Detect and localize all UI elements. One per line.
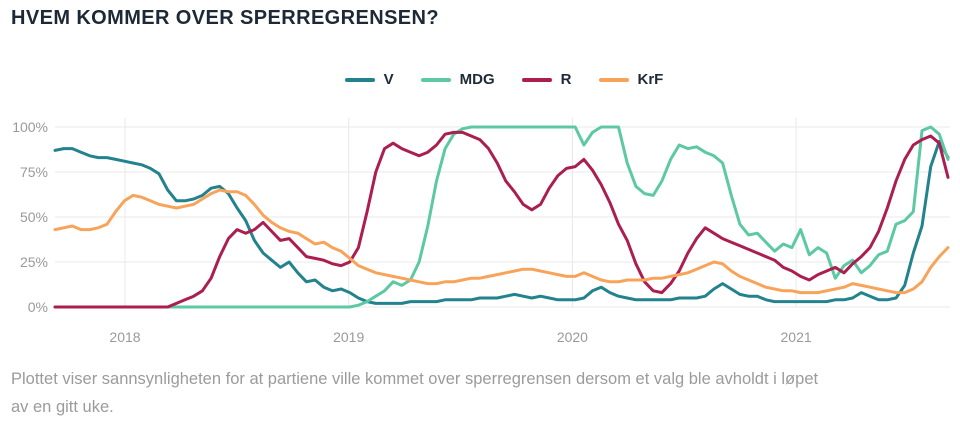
caption-line-1: Plottet viser sannsynligheten for at par…: [11, 370, 819, 388]
legend-label-mdg: MDG: [459, 71, 495, 88]
legend-label-krf: KrF: [637, 71, 664, 88]
svg-text:100%: 100%: [12, 119, 48, 135]
series-line-mdg: [53, 125, 950, 309]
chart-caption: Plottet viser sannsynligheten for at par…: [11, 365, 946, 421]
legend-swatch-krf: [598, 77, 629, 82]
chart-legend: V MDG R KrF: [0, 71, 960, 88]
legend-swatch-mdg: [420, 77, 451, 82]
svg-text:2021: 2021: [781, 329, 812, 345]
legend-label-r: R: [560, 71, 572, 88]
threshold-line-chart: 0% 25% 50% 75% 100% 2018 2019 2020 2021: [12, 118, 950, 345]
svg-text:2020: 2020: [557, 329, 588, 345]
legend-item-v[interactable]: V: [344, 71, 394, 88]
legend-swatch-v: [344, 77, 375, 82]
legend-item-mdg[interactable]: MDG: [420, 71, 495, 88]
svg-text:2019: 2019: [333, 329, 364, 345]
svg-text:0%: 0%: [28, 299, 48, 315]
series-line-r: [53, 130, 950, 309]
svg-text:25%: 25%: [20, 254, 48, 270]
svg-text:2018: 2018: [109, 329, 140, 345]
legend-label-v: V: [383, 71, 394, 88]
caption-line-2: av en gitt uke.: [11, 398, 114, 417]
svg-text:50%: 50%: [20, 209, 48, 225]
legend-item-r[interactable]: R: [521, 71, 572, 88]
series-line-krf: [53, 188, 950, 295]
legend-swatch-r: [521, 77, 552, 82]
series-line-v: [53, 139, 950, 305]
page-title: HVEM KOMMER OVER SPERREGRENSEN?: [11, 7, 440, 29]
legend-item-krf[interactable]: KrF: [598, 71, 664, 88]
svg-text:75%: 75%: [20, 164, 48, 180]
